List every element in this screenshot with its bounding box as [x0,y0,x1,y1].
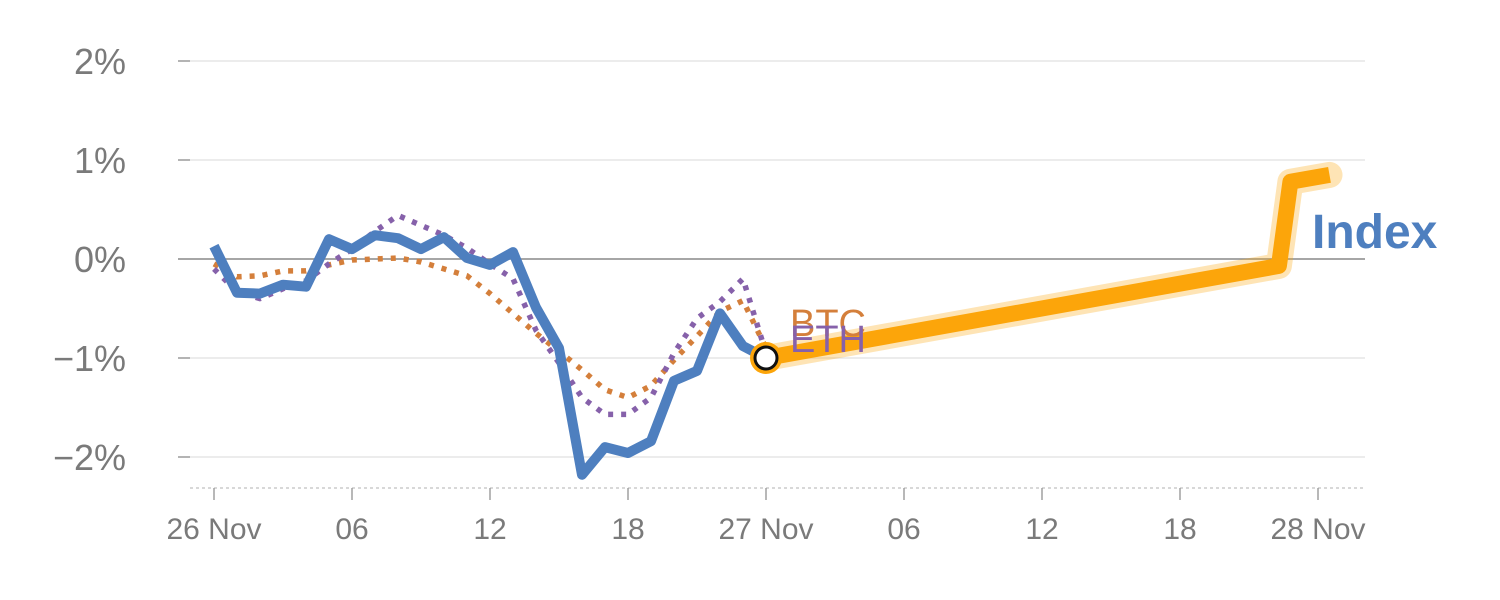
series-lines [209,161,1343,480]
series-line-btc [212,255,769,401]
y-axis: 2% 1% 0% −1% −2% [53,41,190,478]
x-tick-label: 06 [887,513,920,546]
series-line-eth [212,212,769,418]
x-axis: 26 Nov 06 12 18 27 Nov 06 12 18 28 Nov [166,487,1366,546]
y-tick-label: −2% [53,437,126,478]
x-tick-label: 18 [611,513,644,546]
x-tick-label: 26 Nov [166,513,261,546]
current-point-marker [753,345,779,371]
index-label: Index [1312,206,1438,259]
y-tick-label: −1% [53,338,126,379]
y-tick-label: 2% [74,41,126,82]
x-tick-label: 18 [1163,513,1196,546]
x-tick-label: 06 [335,513,368,546]
x-tick-label: 28 Nov [1270,513,1365,546]
grid-lines [178,60,1365,458]
x-tick-label: 12 [1025,513,1058,546]
y-tick-label: 1% [74,140,126,181]
eth-label: ETH [790,319,866,361]
y-tick-label: 0% [74,239,126,280]
forecast-line [764,167,1331,366]
x-tick-label: 12 [473,513,506,546]
btc-label: BTC [790,303,866,345]
x-tick-label: 27 Nov [718,513,813,546]
series-line-index [209,230,769,480]
